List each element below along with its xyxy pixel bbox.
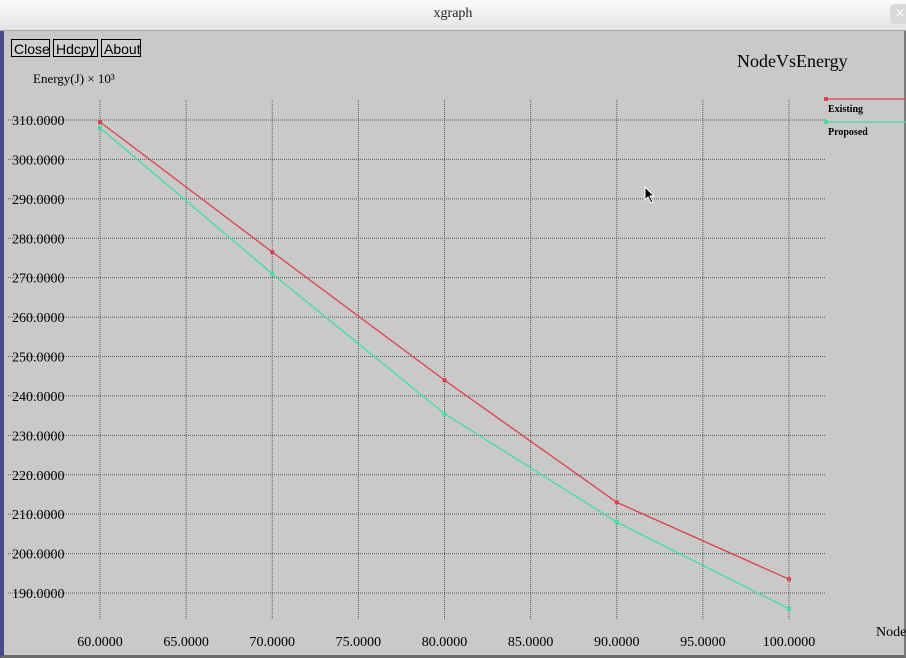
close-button[interactable]: Close: [11, 39, 50, 57]
x-tick-label: 95.0000: [680, 635, 726, 650]
data-point-proposed: [442, 411, 447, 416]
x-tick-label: 80.0000: [422, 635, 468, 650]
title-bar: xgraph ×: [0, 0, 906, 31]
y-tick-label: 230.0000: [12, 429, 65, 444]
y-tick-label: 310.0000: [12, 114, 65, 129]
x-tick-label: 70.0000: [250, 635, 296, 650]
y-tick-label: 200.0000: [12, 548, 65, 563]
mouse-pointer-icon: [644, 186, 656, 204]
y-tick-label: 250.0000: [12, 351, 65, 366]
legend-marker-proposed: [824, 120, 828, 124]
data-point-existing: [787, 577, 791, 582]
y-tick-label: 280.0000: [12, 232, 65, 247]
y-tick-label: 190.0000: [12, 587, 65, 602]
y-tick-label: 260.0000: [12, 311, 65, 326]
legend-label-proposed: Proposed: [828, 127, 868, 138]
x-axis-ticks: 60.0000 65.0000 70.0000 75.0000 80.0000 85.00…: [77, 635, 815, 650]
close-window-icon[interactable]: ×: [890, 4, 906, 24]
y-tick-label: 240.0000: [12, 390, 65, 405]
hdcpy-button[interactable]: Hdcpy: [53, 39, 98, 57]
x-tick-label: 75.0000: [336, 635, 382, 650]
legend-marker-existing: [824, 97, 828, 101]
y-axis-ticks: 310.0000 300.0000 290.0000 280.0000 270.0000…: [12, 114, 65, 602]
y-tick-label: 210.0000: [12, 508, 65, 523]
x-tick-label: 100.0000: [763, 635, 816, 650]
data-point-proposed: [787, 606, 791, 611]
x-axis-label: Node: [876, 625, 906, 640]
data-point-proposed: [270, 271, 275, 276]
x-tick-label: 85.0000: [508, 635, 554, 650]
legend: Existing Proposed: [824, 97, 906, 138]
data-point-proposed: [614, 520, 619, 525]
about-button[interactable]: About: [101, 39, 141, 57]
chart-title: NodeVsEnergy: [737, 51, 848, 71]
data-point-existing: [270, 250, 275, 255]
x-tick-label: 65.0000: [163, 635, 209, 650]
legend-label-existing: Existing: [828, 104, 863, 115]
y-tick-label: 220.0000: [12, 469, 65, 484]
data-point-existing: [98, 119, 102, 124]
y-tick-label: 290.0000: [12, 193, 65, 208]
window-title: xgraph: [433, 6, 473, 21]
y-tick-label: 270.0000: [12, 272, 65, 287]
y-tick-label: 300.0000: [12, 153, 65, 168]
data-point-existing: [442, 378, 447, 383]
x-tick-label: 90.0000: [594, 635, 640, 650]
data-point-proposed: [98, 125, 102, 130]
plot-series: [98, 119, 791, 611]
x-tick-label: 60.0000: [77, 635, 123, 650]
data-point-existing: [614, 500, 619, 505]
y-axis-label: Energy(J) × 10³: [33, 71, 115, 86]
